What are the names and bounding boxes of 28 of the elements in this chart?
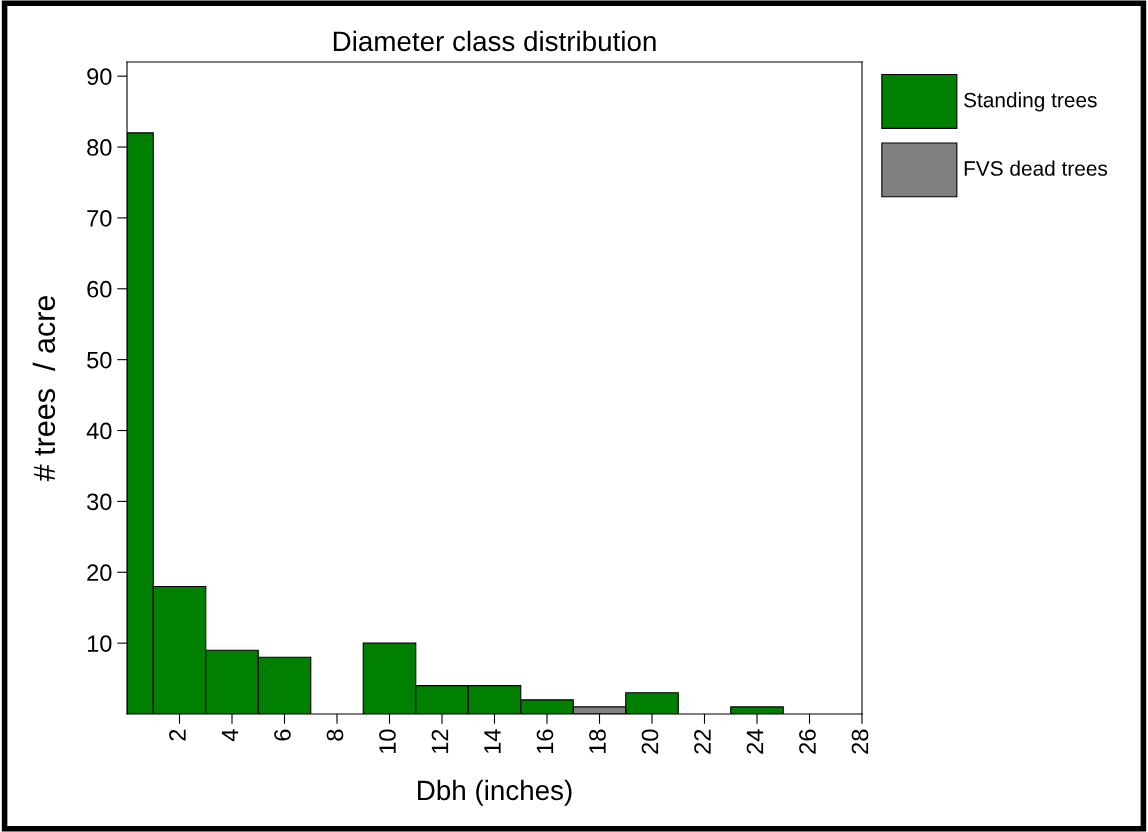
y-tick-label: 50 <box>87 351 112 369</box>
y-tick-label: 20 <box>87 564 112 582</box>
y-axis-title: # trees / acre <box>32 295 56 482</box>
y-tick-label: 30 <box>87 493 112 511</box>
text: FVS dead trees <box>964 160 1108 176</box>
text: Standing trees <box>964 92 1097 112</box>
y-tick-label: 80 <box>87 139 112 156</box>
y-tick-label: 90 <box>87 68 112 85</box>
x-tick-label: 20 <box>641 729 659 754</box>
x-tick-label: 18 <box>589 729 606 754</box>
x-tick-label: 4 <box>221 729 239 742</box>
x-tick-label: 22 <box>694 729 711 754</box>
x-tick-label: 12 <box>431 729 449 754</box>
x-tick-label: 10 <box>379 729 396 754</box>
x-tick-label: 14 <box>484 729 501 754</box>
y-tick-label: 70 <box>87 209 112 227</box>
x-tick-label: 24 <box>746 729 764 754</box>
y-tick-label: 40 <box>86 422 112 440</box>
x-tick-label: 16 <box>536 729 554 754</box>
x-tick-label: 6 <box>274 729 291 741</box>
y-tick-label: 60 <box>87 280 112 298</box>
x-axis-title: Dbh (inches) <box>418 779 572 806</box>
chart-title: Diameter class distribution <box>333 30 656 52</box>
x-tick-label: 8 <box>326 729 344 741</box>
x-tick-label: 26 <box>799 729 816 754</box>
x-tick-label: 28 <box>851 729 869 754</box>
x-tick-label: 2 <box>169 729 186 741</box>
y-tick-label: 10 <box>87 635 112 652</box>
